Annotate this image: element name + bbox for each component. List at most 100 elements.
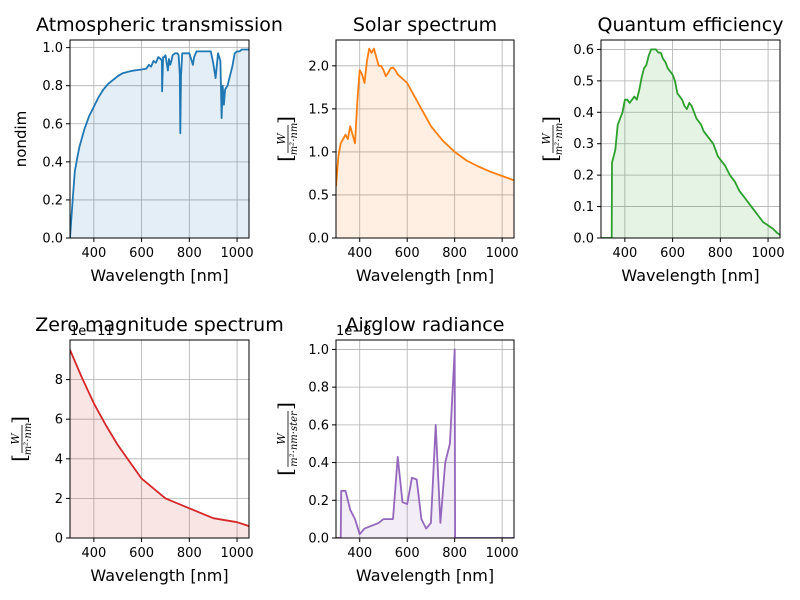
axes-frame	[600, 39, 781, 239]
y-label-numerator: W	[9, 432, 22, 445]
y-label-denominator: m²·nm	[23, 423, 34, 456]
x-tick-label: 400	[347, 546, 372, 561]
x-axis-label: Wavelength [nm]	[621, 266, 759, 285]
axes-frame	[69, 339, 250, 539]
series-line	[70, 48, 249, 238]
y-tick-label: 2	[55, 492, 63, 507]
x-tick-label: 600	[395, 546, 420, 561]
series-area	[336, 349, 514, 538]
x-tick-label: 400	[347, 246, 372, 261]
y-tick-label: 0.2	[573, 169, 594, 184]
chart-title: Solar spectrum	[353, 14, 497, 36]
y-tick-label: 1.5	[308, 102, 329, 117]
y-tick-label: 0.8	[42, 79, 63, 94]
axes-frame	[69, 39, 250, 239]
series-area	[601, 49, 780, 238]
x-tick-label: 800	[442, 246, 467, 261]
y-tick-label: 0.8	[308, 381, 329, 396]
y-label-bracket: ]	[273, 116, 297, 124]
y-tick-label: 0.6	[573, 43, 594, 58]
y-tick-label: 0.0	[42, 232, 63, 247]
y-label-bracket: [	[273, 154, 297, 162]
y-tick-label: 4	[55, 452, 63, 467]
y-tick-label: 0.6	[308, 418, 329, 433]
axes-frame	[335, 39, 515, 239]
chart-title: Atmospheric transmission	[36, 14, 283, 36]
y-tick-label: 0.4	[42, 155, 63, 170]
y-tick-label: 0.4	[308, 456, 329, 471]
x-tick-label: 600	[395, 246, 420, 261]
chart-title: Airglow radiance	[346, 314, 505, 336]
y-tick-label: 0.5	[308, 188, 329, 203]
y-label-bracket: ]	[273, 402, 297, 410]
x-axis-label: Wavelength [nm]	[356, 266, 494, 285]
series-line	[336, 348, 514, 538]
y-label-bracket: [	[538, 154, 562, 162]
y-tick-label: 8	[55, 373, 63, 388]
axes-frame	[335, 339, 515, 539]
y-tick-label: 0	[55, 532, 63, 547]
x-tick-label: 1000	[221, 246, 254, 261]
chart-panel: 400 600 800 1000 0.0 0.2 0.4 0.6 0.8 1.0 Atmospher…	[12, 14, 283, 285]
x-axis-label: Wavelength [nm]	[356, 566, 494, 585]
axis-offset-label: 1e−8	[336, 324, 371, 339]
chart-panel: 400 600 800 1000 0.0 0.5 1.0 1.5 2.0 Solar spectr…	[273, 14, 519, 285]
x-tick-label: 800	[442, 546, 467, 561]
y-tick-label: 6	[55, 413, 63, 428]
series-area	[336, 48, 514, 238]
x-tick-label: 600	[660, 246, 685, 261]
y-tick-label: 2.0	[308, 59, 329, 74]
y-tick-label: 1.0	[308, 343, 329, 358]
y-label-bracket: [	[7, 454, 31, 462]
y-axis-label: nondim	[12, 111, 30, 168]
y-label-numerator: W	[540, 132, 553, 145]
y-tick-label: 0.3	[573, 137, 594, 152]
x-tick-label: 1000	[221, 546, 254, 561]
y-label-bracket: ]	[7, 416, 31, 424]
y-tick-label: 0.5	[573, 74, 594, 89]
x-tick-label: 800	[708, 246, 733, 261]
y-tick-label: 1.0	[42, 41, 63, 56]
x-axis-label: Wavelength [nm]	[90, 266, 228, 285]
y-tick-label: 0.0	[573, 232, 594, 247]
x-tick-label: 800	[177, 246, 202, 261]
y-label-denominator: m²·nm·ster	[289, 410, 300, 467]
x-tick-label: 400	[81, 246, 106, 261]
series-line	[70, 349, 249, 527]
y-tick-label: 0.0	[308, 532, 329, 547]
x-tick-label: 800	[177, 546, 202, 561]
series-area	[70, 49, 249, 238]
series-area	[70, 349, 249, 538]
chart-panel: 400 600 800 1000 0.0 0.1 0.2 0.3 0.4 0.5 0.6 Quantu…	[538, 14, 785, 285]
y-label-numerator: W	[275, 432, 288, 445]
axis-offset-label: 1e−11	[70, 324, 114, 339]
series-line	[336, 47, 514, 187]
x-tick-label: 400	[81, 546, 106, 561]
y-tick-label: 1.0	[308, 145, 329, 160]
y-label-numerator: W	[275, 132, 288, 145]
chart-panel: 400 600 800 1000 0.0 0.2 0.4 0.6 0.8 1.0 1e−8Airgl…	[273, 314, 519, 585]
y-label-bracket: ]	[538, 116, 562, 124]
y-tick-label: 0.1	[573, 200, 594, 215]
x-tick-label: 400	[612, 246, 637, 261]
y-label-denominator: m²·nm	[554, 123, 565, 156]
y-label-bracket: [	[273, 468, 297, 476]
x-axis-label: Wavelength [nm]	[90, 566, 228, 585]
x-tick-label: 600	[129, 546, 154, 561]
y-tick-label: 0.2	[42, 193, 63, 208]
series-line	[601, 48, 780, 238]
chart-title: Quantum efficiency	[598, 14, 784, 36]
chart-title: Zero magnitude spectrum	[35, 314, 283, 336]
x-tick-label: 1000	[486, 546, 519, 561]
y-label-denominator: m²·nm	[289, 123, 300, 156]
y-tick-label: 0.6	[42, 117, 63, 132]
y-tick-label: 0.4	[573, 106, 594, 121]
x-tick-label: 1000	[486, 246, 519, 261]
x-tick-label: 600	[129, 246, 154, 261]
